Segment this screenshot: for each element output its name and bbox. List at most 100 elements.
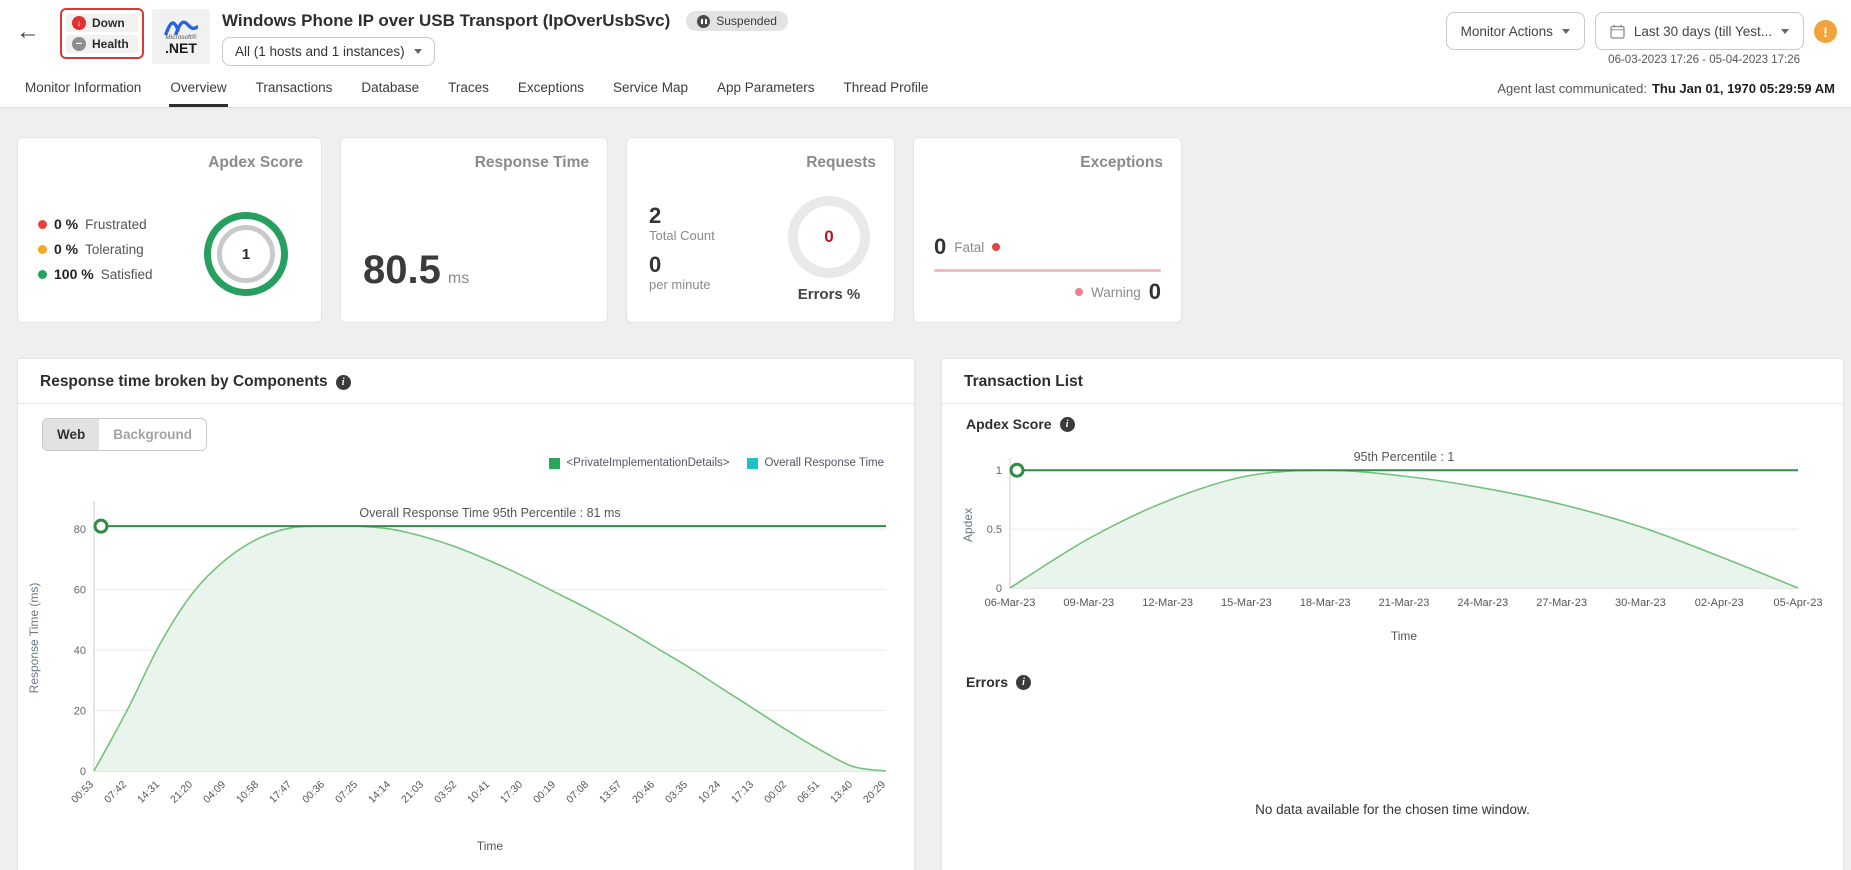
- hosts-instances-dropdown[interactable]: All (1 hosts and 1 instances): [222, 37, 435, 66]
- svg-text:15-Mar-23: 15-Mar-23: [1221, 597, 1272, 609]
- svg-text:00:36: 00:36: [300, 779, 327, 806]
- requests-rate-value: 0: [649, 252, 662, 278]
- svg-text:0.5: 0.5: [987, 524, 1002, 536]
- tab-service-map[interactable]: Service Map: [612, 79, 688, 95]
- svg-text:21-Mar-23: 21-Mar-23: [1379, 597, 1430, 609]
- transaction-list-panel: Transaction List Apdex Score i 0 0.5 1 95th…: [941, 358, 1844, 870]
- dotnet-wave-icon: [164, 20, 198, 35]
- response-time-card: Response Time 80.5 ms: [340, 137, 608, 323]
- svg-text:10:24: 10:24: [696, 779, 723, 806]
- info-icon[interactable]: i: [1016, 674, 1032, 690]
- svg-text:Response Time (ms): Response Time (ms): [27, 583, 41, 694]
- card-title: Requests: [806, 154, 876, 171]
- fatal-dot-icon: [992, 243, 1001, 251]
- panel-title: Transaction List: [964, 373, 1083, 390]
- tab-thread-profile[interactable]: Thread Profile: [843, 79, 929, 95]
- panel-title: Response time broken by Components: [40, 373, 328, 390]
- monitor-actions-dropdown[interactable]: Monitor Actions: [1445, 12, 1585, 50]
- errors-percent-value: 0: [824, 227, 834, 246]
- legend-overall-response-time[interactable]: Overall Response Time: [747, 457, 884, 469]
- back-button[interactable]: ←: [16, 18, 40, 45]
- svg-text:27-Mar-23: 27-Mar-23: [1536, 597, 1587, 609]
- tab-bar: Monitor Information Overview Transaction…: [0, 70, 1851, 108]
- frustrated-dot-icon: [38, 219, 47, 229]
- svg-text:06-Mar-23: 06-Mar-23: [985, 597, 1036, 609]
- apdex-frustrated-row: 0 % Frustrated: [38, 216, 152, 232]
- date-range-text: 06-03-2023 17:26 - 05-04-2023 17:26: [1608, 54, 1800, 66]
- logo-product: .NET: [165, 39, 197, 56]
- warning-dot-icon: [1074, 288, 1083, 296]
- date-range-dropdown[interactable]: Last 30 days (till Yest...: [1594, 12, 1804, 50]
- svg-text:1: 1: [996, 465, 1002, 477]
- down-arrow-icon: ↓: [72, 16, 86, 30]
- svg-text:Overall Response Time 95th Per: Overall Response Time 95th Percentile : …: [359, 506, 620, 520]
- errors-percent-gauge: 0: [788, 196, 870, 278]
- down-label: Down: [92, 16, 125, 30]
- svg-text:20: 20: [74, 706, 86, 718]
- svg-text:07:42: 07:42: [102, 779, 129, 806]
- exceptions-divider: [934, 269, 1161, 272]
- svg-text:04:09: 04:09: [201, 779, 228, 806]
- dotnet-logo: Microsoft® .NET: [152, 9, 210, 64]
- legend-swatch-icon: [549, 457, 561, 469]
- no-data-message: No data available for the chosen time wi…: [1255, 802, 1530, 817]
- tab-database[interactable]: Database: [361, 79, 420, 95]
- tab-monitor-information[interactable]: Monitor Information: [25, 79, 142, 95]
- status-down: ↓ Down: [66, 14, 138, 32]
- svg-text:20:46: 20:46: [630, 779, 657, 806]
- svg-text:02-Apr-23: 02-Apr-23: [1695, 597, 1744, 609]
- pause-icon: [697, 14, 711, 28]
- svg-text:05-Apr-23: 05-Apr-23: [1774, 597, 1823, 609]
- apdex-score-section-label: Apdex Score i: [966, 416, 1843, 432]
- requests-card: Requests 2 Total Count 0 per minute 0 Er…: [626, 137, 895, 323]
- apdex-score-chart[interactable]: 0 0.5 1 95th Percentile : 1 06-Mar-23 09-Mar-…: [958, 436, 1828, 646]
- card-title: Apdex Score: [208, 154, 303, 171]
- web-background-toggle: Web Background: [42, 418, 208, 451]
- apdex-satisfied-row: 100 % Satisfied: [38, 266, 152, 282]
- tab-exceptions[interactable]: Exceptions: [517, 79, 584, 95]
- svg-text:12-Mar-23: 12-Mar-23: [1142, 597, 1193, 609]
- svg-text:14:31: 14:31: [135, 779, 162, 806]
- tab-app-parameters[interactable]: App Parameters: [717, 79, 815, 95]
- toggle-background[interactable]: Background: [99, 419, 207, 450]
- health-label: Health: [92, 37, 129, 51]
- legend-private-implementation[interactable]: <PrivateImplementationDetails>: [549, 457, 729, 469]
- caret-down-icon: [413, 49, 422, 58]
- info-icon[interactable]: i: [335, 374, 351, 390]
- errors-percent-label: Errors %: [797, 286, 861, 303]
- monitor-status-box[interactable]: ↓ Down − Health: [60, 8, 144, 59]
- svg-text:60: 60: [74, 585, 86, 597]
- svg-text:24-Mar-23: 24-Mar-23: [1457, 597, 1508, 609]
- chart-legend: <PrivateImplementationDetails> Overall R…: [18, 457, 914, 469]
- suspended-badge: Suspended: [686, 11, 788, 31]
- card-title: Response Time: [474, 154, 589, 171]
- info-icon[interactable]: i: [1059, 416, 1075, 432]
- apdex-gauge-value: 1: [217, 225, 275, 283]
- svg-text:0: 0: [80, 766, 86, 778]
- svg-text:30-Mar-23: 30-Mar-23: [1615, 597, 1666, 609]
- tab-overview[interactable]: Overview: [169, 70, 228, 107]
- svg-text:17:30: 17:30: [498, 779, 525, 806]
- page-title: Windows Phone IP over USB Transport (IpO…: [222, 11, 671, 30]
- svg-text:21:20: 21:20: [168, 779, 195, 806]
- tab-traces[interactable]: Traces: [448, 79, 489, 95]
- svg-text:20:29: 20:29: [861, 779, 888, 806]
- svg-text:14:14: 14:14: [366, 779, 393, 806]
- svg-text:00:53: 00:53: [69, 779, 96, 806]
- svg-text:Time: Time: [477, 839, 504, 853]
- satisfied-dot-icon: [38, 269, 47, 279]
- tab-transactions[interactable]: Transactions: [255, 79, 333, 95]
- svg-text:21:03: 21:03: [399, 779, 426, 806]
- requests-total-value: 2: [649, 203, 662, 228]
- response-time-chart[interactable]: 0 20 40 60 80 Overall Response Time 95th Perc…: [24, 471, 910, 856]
- requests-total-label: Total Count: [649, 228, 715, 244]
- svg-text:00:02: 00:02: [762, 779, 789, 806]
- svg-text:03:52: 03:52: [432, 779, 459, 806]
- health-minus-icon: −: [72, 37, 86, 51]
- alert-warning-icon[interactable]: !: [1814, 20, 1837, 43]
- header: ← ↓ Down − Health Microsoft® .NET Window…: [0, 0, 1851, 70]
- toggle-web[interactable]: Web: [43, 419, 100, 450]
- apdex-tolerating-row: 0 % Tolerating: [38, 241, 152, 257]
- response-time-unit: ms: [447, 270, 470, 287]
